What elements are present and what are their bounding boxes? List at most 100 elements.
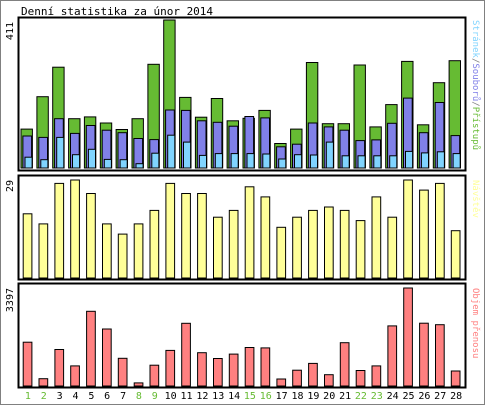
day-label-15: 15 [244,391,256,402]
traffic-bar-day-16 [260,347,271,387]
traffic-bar-day-10 [165,349,176,387]
hits-max-label: 411 [5,22,16,40]
traffic-bar-day-27 [435,324,445,387]
day-label-28: 28 [450,391,462,402]
visits-bar-day-19 [308,209,318,279]
hits-y-label: Stránek/Souborů/Přístupů [470,20,481,150]
visits-max-label: 29 [5,180,16,192]
pages-bar-day-23 [373,155,382,169]
visits-bar-day-22 [355,220,366,279]
traffic-y-label: Objem přenosu [470,288,480,358]
traffic-bar-day-19 [308,362,318,387]
visits-bar-day-2 [38,223,49,279]
visits-bars [22,179,461,279]
visits-bar-day-1 [22,213,33,279]
traffic-bar-day-15 [244,347,255,387]
pages-bar-day-4 [72,154,81,169]
day-label-12: 12 [196,391,208,402]
day-label-11: 11 [180,391,192,402]
visits-bar-day-18 [292,216,302,279]
visits-bar-day-13 [213,216,223,279]
pages-bar-day-27 [436,151,445,169]
pages-bar-day-15 [246,153,255,169]
traffic-bar-day-22 [355,370,366,387]
visits-bar-day-6 [102,223,112,279]
visits-bar-day-7 [117,233,128,279]
chart-title: Denní statistika za únor 2014 [21,5,213,18]
day-label-13: 13 [212,391,224,402]
pages-bar-day-3 [56,136,65,169]
traffic-bar-day-17 [276,378,287,387]
pages-bar-day-10 [167,134,176,169]
visits-bar-day-24 [387,216,398,279]
day-label-10: 10 [165,391,177,402]
traffic-bar-day-26 [419,322,429,387]
day-label-25: 25 [402,391,414,402]
day-label-23: 23 [371,391,383,402]
traffic-bar-day-4 [70,365,80,387]
day-label-21: 21 [339,391,351,402]
visits-panel: 29 Návštěv [5,174,481,281]
visits-y-label: Návštěv [470,180,481,218]
traffic-bar-day-13 [213,358,223,387]
visits-bar-day-3 [54,182,65,279]
day-label-4: 4 [72,391,78,402]
day-label-20: 20 [323,391,335,402]
day-label-16: 16 [260,391,272,402]
pages-bar-day-12 [198,154,207,169]
visits-bar-day-4 [70,179,80,279]
traffic-panel-frame [17,282,467,389]
pages-bar-day-13 [214,153,223,169]
day-label-24: 24 [387,391,399,402]
day-label-5: 5 [88,391,94,402]
traffic-bar-day-14 [228,353,239,387]
hits-legend-hits: Přístupů [470,107,481,150]
visits-bar-day-11 [181,193,191,279]
traffic-bar-day-12 [197,352,207,387]
day-label-1: 1 [25,391,31,402]
pages-bar-day-16 [262,153,271,169]
visits-bar-day-8 [133,223,144,279]
day-label-26: 26 [418,391,430,402]
visits-bar-day-15 [244,186,255,279]
day-label-3: 3 [57,391,63,402]
hits-legend-pages: Stránek [470,20,480,59]
day-label-18: 18 [291,391,303,402]
traffic-bar-day-28 [450,370,461,387]
visits-bar-day-21 [339,209,350,279]
traffic-panel: 3397 Objem přenosu [5,282,480,389]
day-label-19: 19 [307,391,319,402]
pages-bar-day-24 [389,155,398,169]
day-label-7: 7 [120,391,126,402]
visits-bar-day-23 [371,196,382,279]
traffic-bars [22,287,461,387]
pages-bar-day-26 [420,152,429,169]
hits-legend-files: Souborů [470,63,481,101]
day-label-6: 6 [104,391,110,402]
pages-bar-day-17 [278,158,287,169]
traffic-bar-day-9 [149,364,160,387]
day-label-9: 9 [152,391,158,402]
pages-bar-day-9 [151,152,160,169]
traffic-bar-day-6 [102,328,112,387]
traffic-max-label: 3397 [5,288,16,312]
pages-bar-day-5 [87,148,97,169]
visits-bar-day-17 [276,226,287,279]
traffic-bar-day-24 [387,325,398,387]
pages-bar-day-28 [452,153,461,169]
hits-legend-slash-1: / [470,58,480,63]
day-label-14: 14 [228,391,240,402]
day-label-8: 8 [136,391,142,402]
pages-bar-day-25 [405,150,414,169]
traffic-bar-day-8 [133,382,144,387]
pages-bar-day-20 [325,141,334,169]
traffic-bar-day-23 [371,365,382,387]
pages-bar-day-8 [135,163,144,169]
visits-panel-frame [17,174,467,281]
visits-bar-day-14 [228,209,239,279]
traffic-bar-day-1 [22,341,33,387]
day-label-27: 27 [434,391,446,402]
pages-bar-day-18 [294,154,303,169]
visits-bar-day-5 [86,193,96,279]
